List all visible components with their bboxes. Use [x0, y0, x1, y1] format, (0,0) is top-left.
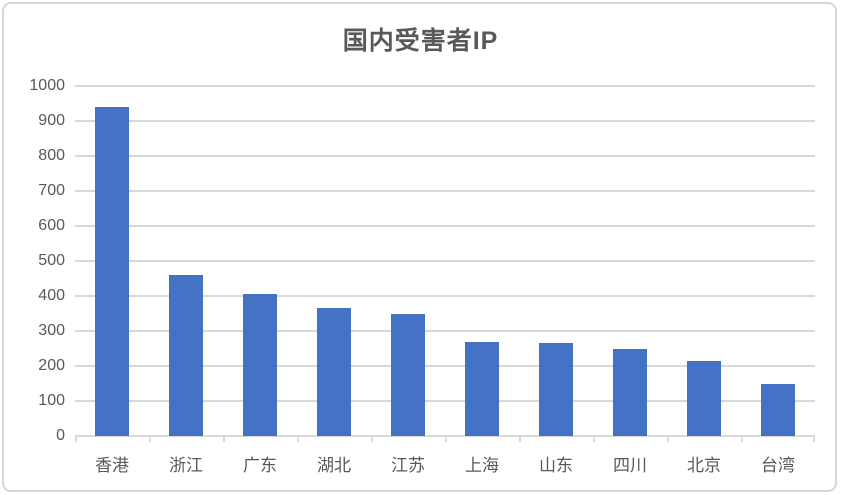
y-axis-label: 100: [38, 392, 65, 409]
x-axis-tick: [593, 435, 595, 442]
x-axis-tick: [741, 435, 743, 442]
y-axis-label: 900: [38, 112, 65, 129]
x-axis-tick: [519, 435, 521, 442]
x-axis-tick: [75, 435, 77, 442]
bar: [687, 360, 721, 436]
x-axis-tick: [667, 435, 669, 442]
bar: [539, 343, 573, 436]
x-axis-label: 四川: [613, 456, 647, 475]
bar: [169, 275, 203, 436]
y-axis-label: 600: [38, 217, 65, 234]
x-axis-label: 台湾: [761, 456, 795, 475]
gridline: [75, 155, 815, 157]
x-axis-label: 江苏: [391, 456, 425, 475]
y-axis-label: 300: [38, 322, 65, 339]
gridline: [75, 295, 815, 297]
gridline: [75, 365, 815, 367]
bar: [317, 308, 351, 436]
gridline: [75, 120, 815, 122]
gridline: [75, 400, 815, 402]
x-axis-label: 山东: [539, 456, 573, 475]
y-axis-label: 400: [38, 287, 65, 304]
y-axis-label: 200: [38, 357, 65, 374]
bar: [391, 313, 425, 436]
x-axis-label: 香港: [95, 456, 129, 475]
gridline: [75, 330, 815, 332]
bar: [95, 107, 129, 436]
y-axis-label: 500: [38, 252, 65, 269]
y-axis-label: 1000: [29, 77, 65, 94]
x-axis-tick: [813, 435, 815, 442]
x-axis-tick: [149, 435, 151, 442]
y-axis-label: 0: [56, 427, 65, 444]
gridline: [75, 260, 815, 262]
x-axis-label: 上海: [465, 456, 499, 475]
y-axis-label: 700: [38, 182, 65, 199]
gridline: [75, 190, 815, 192]
y-axis-label: 800: [38, 147, 65, 164]
gridline: [75, 225, 815, 227]
x-axis-label: 浙江: [169, 456, 203, 475]
x-axis-tick: [297, 435, 299, 442]
x-axis-label: 湖北: [317, 456, 351, 475]
x-axis-tick: [371, 435, 373, 442]
plot-area: 0 100 200 300 400 500 600 700 800 900 1000 香港 浙江 广东 湖北…: [29, 77, 815, 475]
bar: [243, 294, 277, 436]
x-axis-tick: [223, 435, 225, 442]
x-axis-label: 广东: [243, 456, 277, 475]
gridline: [75, 85, 815, 87]
bar: [613, 348, 647, 436]
bar: [761, 383, 795, 436]
x-axis-tick: [445, 435, 447, 442]
chart-title: 国内受害者IP: [342, 27, 499, 55]
bar: [465, 341, 499, 436]
x-axis-label: 北京: [687, 456, 721, 475]
